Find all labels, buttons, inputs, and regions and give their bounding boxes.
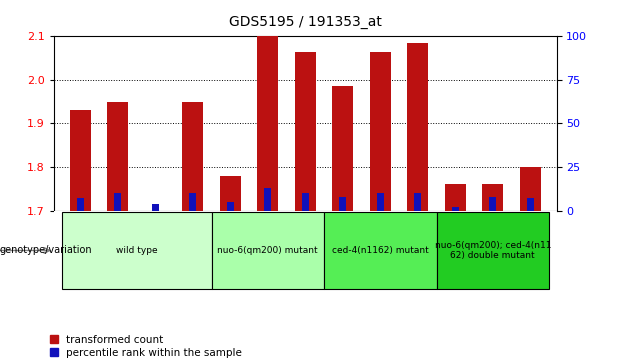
Bar: [445, 184, 466, 211]
Bar: [152, 204, 158, 211]
Bar: [452, 207, 459, 211]
Bar: [265, 188, 271, 211]
FancyBboxPatch shape: [436, 212, 549, 289]
FancyBboxPatch shape: [324, 212, 436, 289]
Text: wild type: wild type: [116, 246, 157, 255]
Bar: [520, 167, 541, 211]
Bar: [527, 198, 534, 211]
Text: genotype/variation: genotype/variation: [0, 245, 93, 256]
Bar: [114, 193, 121, 211]
Bar: [190, 193, 196, 211]
Bar: [408, 43, 428, 211]
Bar: [220, 176, 240, 211]
Bar: [333, 86, 353, 211]
Bar: [107, 102, 128, 211]
Text: GDS5195 / 191353_at: GDS5195 / 191353_at: [229, 15, 382, 29]
Bar: [258, 36, 278, 211]
FancyBboxPatch shape: [62, 212, 212, 289]
Text: ced-4(n1162) mutant: ced-4(n1162) mutant: [332, 246, 429, 255]
Bar: [489, 197, 496, 211]
Bar: [415, 193, 421, 211]
Legend: transformed count, percentile rank within the sample: transformed count, percentile rank withi…: [50, 335, 242, 358]
Text: nuo-6(qm200) mutant: nuo-6(qm200) mutant: [218, 246, 318, 255]
Bar: [483, 184, 503, 211]
Bar: [370, 52, 391, 211]
Bar: [295, 52, 315, 211]
Bar: [183, 102, 203, 211]
Bar: [77, 198, 84, 211]
Bar: [302, 193, 308, 211]
Bar: [70, 110, 90, 211]
FancyBboxPatch shape: [212, 212, 324, 289]
Bar: [377, 193, 384, 211]
Bar: [340, 197, 346, 211]
Bar: [227, 202, 233, 211]
Text: nuo-6(qm200); ced-4(n11
62) double mutant: nuo-6(qm200); ced-4(n11 62) double mutan…: [434, 241, 551, 260]
